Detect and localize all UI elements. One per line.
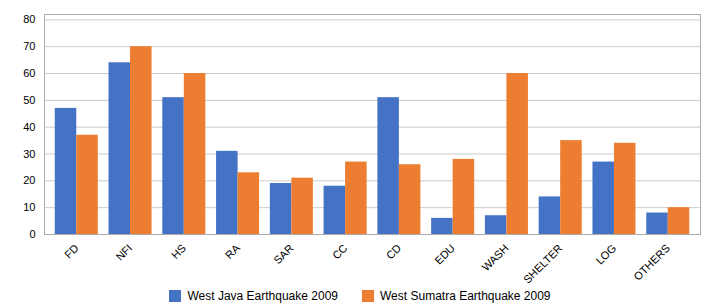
svg-text:SAR: SAR [271, 242, 296, 267]
svg-text:50: 50 [23, 94, 35, 106]
svg-text:RA: RA [223, 241, 243, 261]
svg-text:OTHERS: OTHERS [631, 242, 672, 283]
svg-text:80: 80 [23, 13, 35, 25]
html-text:West Java Earthquake 2009: West Java Earthquake 2009 [187, 289, 338, 303]
svg-text:WASH: WASH [479, 242, 511, 274]
svg-text:10: 10 [23, 201, 35, 213]
svg-text:NFI: NFI [113, 242, 134, 263]
svg-text:FD: FD [62, 242, 81, 261]
svg-text:EDU: EDU [432, 242, 457, 267]
svg-text:CD: CD [384, 242, 404, 262]
svg-text:60: 60 [23, 67, 35, 79]
svg-text:LOG: LOG [593, 242, 618, 267]
html-text:West Sumatra Earthquake 2009: West Sumatra Earthquake 2009 [380, 289, 551, 303]
svg-text:0: 0 [29, 228, 35, 240]
svg-text:40: 40 [23, 121, 35, 133]
svg-text:SHELTER: SHELTER [521, 242, 565, 284]
svg-text:20: 20 [23, 174, 35, 186]
svg-text:CC: CC [330, 242, 350, 262]
svg-text:30: 30 [23, 148, 35, 160]
svg-text:70: 70 [23, 40, 35, 52]
svg-text:HS: HS [169, 242, 188, 261]
